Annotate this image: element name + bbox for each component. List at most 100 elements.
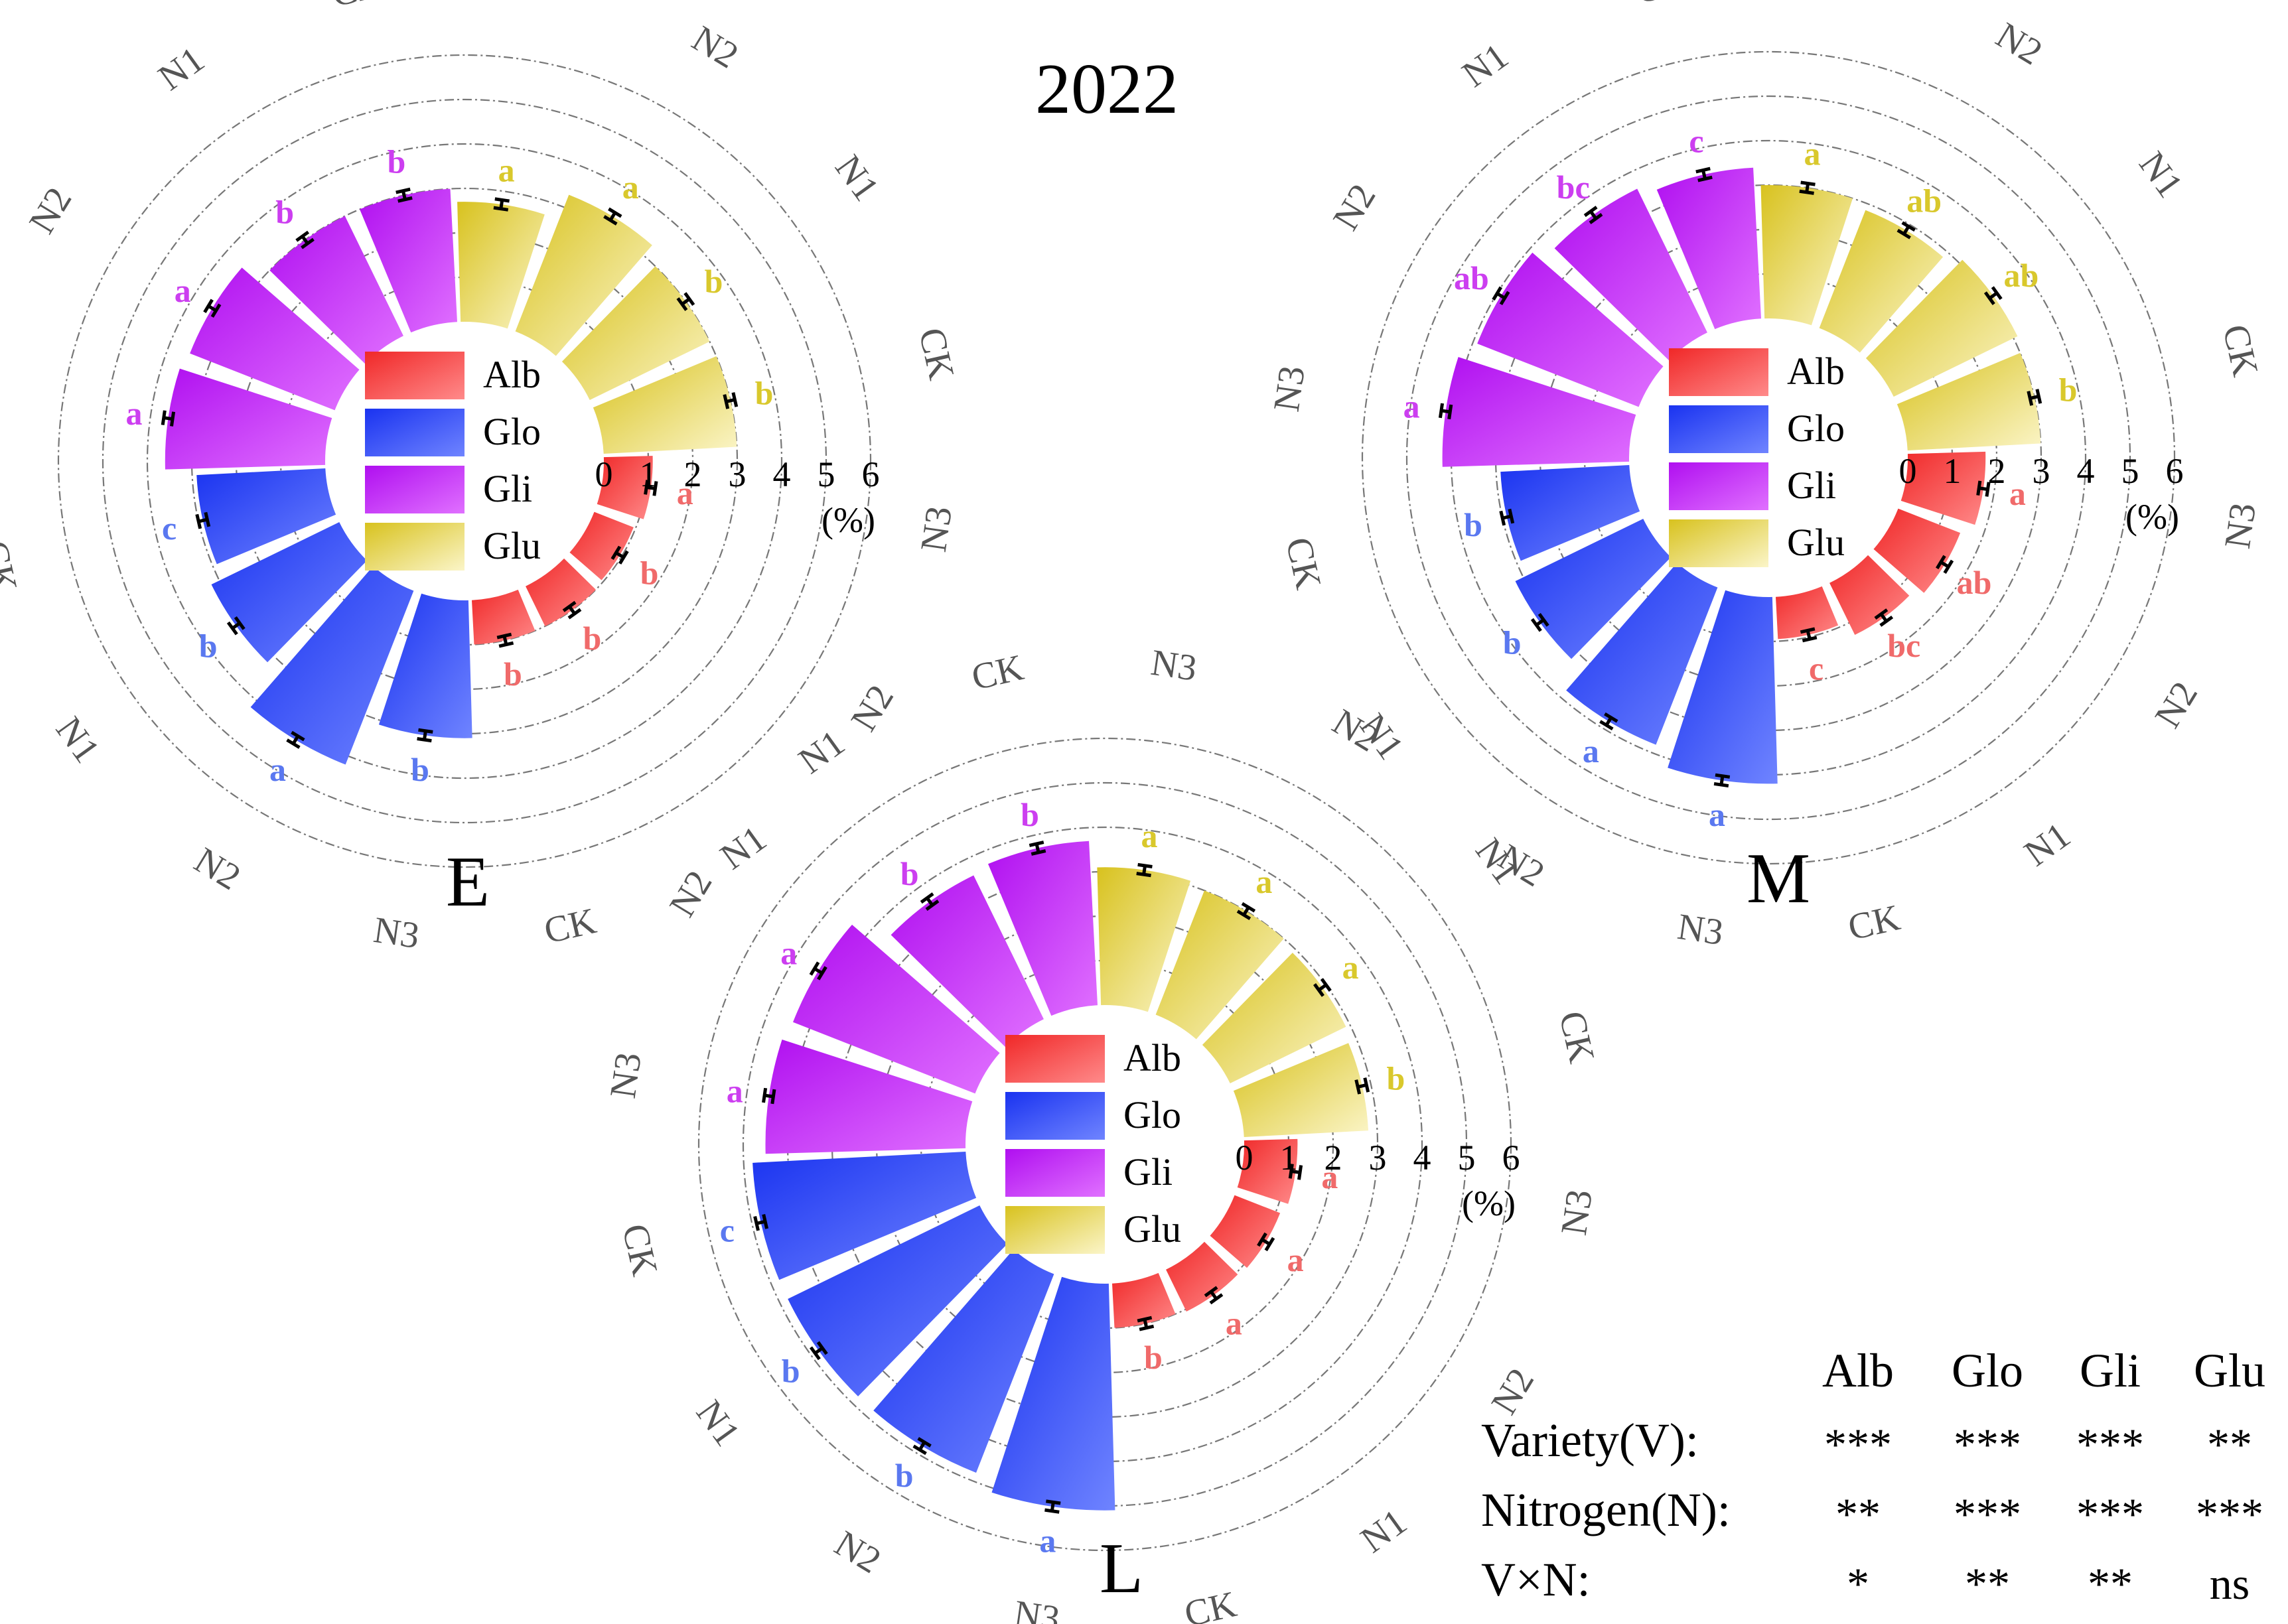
radial-tick-label: 1 bbox=[1944, 451, 1962, 491]
panel-letter: E bbox=[446, 843, 490, 921]
error-bar-glu-n3 bbox=[493, 197, 510, 212]
treatment-label-gli-ck: CK bbox=[968, 647, 1028, 699]
legend-swatch-alb bbox=[1669, 348, 1768, 396]
sig-letter-alb-n1: a bbox=[1226, 1305, 1242, 1342]
treatment-label-glu-n3: N3 bbox=[1149, 642, 1200, 689]
grid-ring bbox=[697, 737, 1512, 1552]
treatment-label-glu-ck: CK bbox=[2214, 321, 2266, 381]
treatment-label-glu-n2: N2 bbox=[685, 18, 745, 77]
radial-ticks: 0 1 2 3 4 5 6 (%) bbox=[595, 454, 880, 540]
bar-gli-n1 bbox=[269, 216, 403, 364]
bar-glo-n2 bbox=[250, 566, 414, 765]
bar-glo-n3 bbox=[378, 593, 472, 738]
treatment-label-alb-n1: N1 bbox=[2017, 815, 2078, 874]
treatment-label-alb-ck: CK bbox=[540, 900, 600, 952]
sig-letter-alb-n1: b bbox=[583, 620, 602, 657]
treatment-label-gli-ck: CK bbox=[1632, 0, 1691, 12]
stats-header: Glo bbox=[1952, 1344, 2023, 1397]
bar-glo-n1 bbox=[1515, 519, 1672, 659]
stats-cell: *** bbox=[2076, 1419, 2144, 1469]
error-bar-glo-ck bbox=[1499, 508, 1515, 526]
sig-letter-alb-n3: a bbox=[2009, 475, 2026, 512]
radial-tick-label: 1 bbox=[640, 454, 658, 494]
radial-ticks: 0 1 2 3 4 5 6 (%) bbox=[1899, 451, 2184, 537]
sig-letter-gli-n1: b bbox=[900, 855, 919, 892]
bar-glo-ck bbox=[1500, 464, 1640, 561]
treatment-label-alb-n1: N1 bbox=[713, 818, 774, 878]
treatment-label-glu-ck: CK bbox=[910, 324, 962, 384]
sig-letter-glo-n2: a bbox=[1583, 732, 1599, 770]
error-bar-alb-ck bbox=[496, 632, 514, 648]
grid-ring bbox=[57, 54, 872, 868]
error-bar-alb-ck bbox=[1137, 1316, 1155, 1331]
treatment-label-alb-n3: N3 bbox=[1553, 1187, 1601, 1238]
legend-label-glu: Glu bbox=[483, 524, 541, 567]
bar-alb-n3 bbox=[597, 456, 653, 519]
legend-label-gli: Gli bbox=[1787, 464, 1836, 507]
sig-letter-glo-n2: a bbox=[269, 751, 286, 788]
treatment-label-gli-n1: N1 bbox=[1455, 35, 1516, 95]
sig-letter-gli-n2: a bbox=[780, 935, 797, 972]
treatment-label-gli-n2: N2 bbox=[662, 864, 721, 924]
error-bar-gli-n2 bbox=[809, 961, 827, 981]
sig-letter-glu-ck: b bbox=[755, 374, 774, 411]
sig-letter-alb-ck: c bbox=[1809, 650, 1823, 687]
bar-alb-n2 bbox=[569, 511, 634, 580]
treatment-label-alb-n2: N2 bbox=[2147, 675, 2206, 735]
error-bar-gli-ck bbox=[1029, 841, 1046, 856]
bar-glo-ck bbox=[752, 1151, 977, 1280]
error-bar-alb-n3 bbox=[644, 480, 658, 496]
sig-letter-alb-n2: ab bbox=[1957, 564, 1992, 601]
error-bar-gli-n3 bbox=[1438, 403, 1453, 420]
radial-ticks: 0 1 2 3 4 5 6 (%) bbox=[1236, 1138, 1520, 1223]
radial-tick-label: 0 bbox=[1236, 1138, 1253, 1178]
treatment-label-glo-n2: N2 bbox=[827, 1523, 888, 1582]
treatment-label-glo-n3: N3 bbox=[1675, 906, 1726, 953]
sig-letter-gli-ck: b bbox=[1021, 796, 1039, 833]
error-bar-gli-n3 bbox=[161, 410, 176, 427]
legend: Alb Glo Gli Glu bbox=[365, 352, 541, 571]
radial-tick-label: 0 bbox=[1899, 451, 1917, 491]
error-bar-alb-n2 bbox=[1257, 1232, 1275, 1252]
stats-header: Alb bbox=[1822, 1344, 1894, 1397]
bar-gli-n1 bbox=[1554, 188, 1707, 361]
radial-tick-label: 5 bbox=[818, 454, 835, 494]
legend-swatch-alb bbox=[365, 352, 465, 399]
stats-header: Glu bbox=[2194, 1344, 2265, 1397]
grid-ring bbox=[1405, 95, 2131, 821]
sig-letter-glu-n2: a bbox=[622, 169, 639, 206]
sig-letter-alb-n2: a bbox=[1287, 1241, 1304, 1278]
stats-cell: *** bbox=[1824, 1419, 1892, 1469]
radial-tick-label: 6 bbox=[2166, 451, 2184, 491]
bar-gli-ck bbox=[360, 188, 458, 333]
legend: Alb Glo Gli Glu bbox=[1005, 1035, 1181, 1254]
sig-letter-gli-ck: c bbox=[1689, 122, 1703, 159]
bar-gli-n3 bbox=[165, 368, 332, 470]
legend-swatch-glu bbox=[1669, 519, 1768, 567]
legend-label-glo: Glo bbox=[1787, 407, 1845, 450]
stats-row-label: Variety(V): bbox=[1481, 1414, 1699, 1467]
radial-tick-label: 2 bbox=[684, 454, 702, 494]
sig-letter-alb-n1: bc bbox=[1887, 627, 1920, 664]
bar-gli-ck bbox=[1656, 167, 1762, 330]
legend-label-gli: Gli bbox=[1123, 1150, 1173, 1193]
bar-alb-n2 bbox=[1210, 1195, 1281, 1268]
error-bar-glu-n1 bbox=[1313, 978, 1332, 997]
sig-letter-alb-ck: b bbox=[504, 655, 522, 693]
bar-alb-n3 bbox=[1237, 1138, 1298, 1204]
sig-letter-glo-n1: b bbox=[199, 628, 218, 665]
polar-panel-e: b CK b N1 b N2 a N3 c CK b N1 a N2 b N3 b CK b N1 a N2 a N3 b CK b… bbox=[0, 0, 962, 957]
sig-letter-gli-n1: b bbox=[275, 193, 294, 230]
sig-letter-gli-n3: a bbox=[125, 395, 142, 432]
sig-letter-glo-n3: a bbox=[1709, 796, 1725, 833]
stats-row-label: V×N: bbox=[1481, 1553, 1591, 1606]
sig-letter-glo-n3: a bbox=[1039, 1522, 1056, 1560]
legend: Alb Glo Gli Glu bbox=[1669, 348, 1845, 567]
stats-cell: ** bbox=[1835, 1489, 1881, 1539]
bar-glu-n3 bbox=[457, 202, 545, 329]
error-bar-glo-ck bbox=[753, 1214, 769, 1231]
treatment-label-gli-ck: CK bbox=[328, 0, 388, 15]
error-bar-glo-n2 bbox=[286, 730, 305, 749]
